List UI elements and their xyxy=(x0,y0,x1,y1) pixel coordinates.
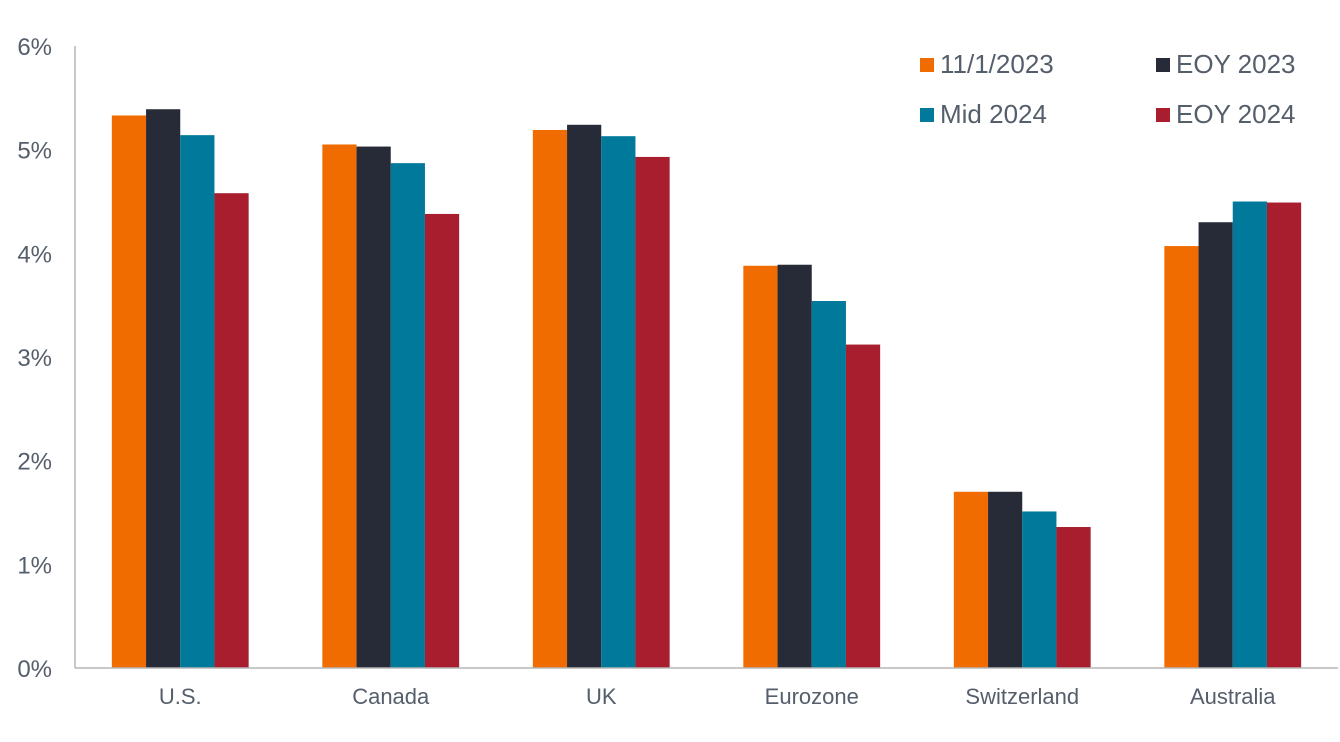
x-tick-label: Canada xyxy=(352,684,430,709)
bar-group xyxy=(953,491,1091,668)
legend-swatch xyxy=(920,58,934,72)
bar-group xyxy=(743,264,881,668)
y-tick-label: 3% xyxy=(17,345,52,372)
bar xyxy=(953,491,989,668)
bar xyxy=(1022,511,1057,668)
x-tick-label: UK xyxy=(586,684,617,709)
y-tick-labels: 0% 1% 2% 3% 4% 5% 6% xyxy=(17,34,52,683)
legend-swatch xyxy=(1156,108,1170,122)
bar xyxy=(390,163,425,669)
bar xyxy=(601,136,636,668)
bar xyxy=(811,301,846,668)
bar xyxy=(1056,527,1091,668)
bar xyxy=(146,109,181,668)
bar xyxy=(111,115,147,668)
bar xyxy=(356,146,391,669)
bar-groups xyxy=(111,109,1302,669)
bar xyxy=(1164,246,1199,668)
legend-item: EOY 2023 xyxy=(1156,49,1296,79)
legend-swatch xyxy=(1156,58,1170,72)
y-tick-label: 1% xyxy=(17,552,52,579)
x-tick-label: U.S. xyxy=(159,684,202,709)
y-tick-label: 6% xyxy=(17,34,52,61)
bar xyxy=(322,144,357,668)
legend-label: EOY 2024 xyxy=(1176,99,1296,129)
bar xyxy=(988,491,1023,668)
legend-item: EOY 2024 xyxy=(1156,99,1296,129)
legend-label: Mid 2024 xyxy=(940,99,1047,129)
y-tick-label: 5% xyxy=(17,138,52,165)
x-tick-labels: U.S. Canada UK Eurozone Switzerland Australia xyxy=(159,684,1276,709)
bar xyxy=(777,264,812,668)
y-tick-label: 0% xyxy=(17,656,52,683)
x-tick-label: Australia xyxy=(1190,684,1276,709)
bar xyxy=(1198,222,1233,668)
bar-group xyxy=(1164,201,1302,668)
legend-label: EOY 2023 xyxy=(1176,49,1296,79)
bar xyxy=(743,265,778,668)
bar-group xyxy=(111,109,249,669)
x-tick-label: Switzerland xyxy=(965,684,1079,709)
bar xyxy=(1232,201,1267,668)
legend-swatch xyxy=(920,108,934,122)
legend-item: Mid 2024 xyxy=(920,99,1047,129)
bar-group xyxy=(532,124,670,669)
legend-label: 11/1/2023 xyxy=(940,49,1054,79)
bar xyxy=(1266,202,1302,668)
bar xyxy=(567,124,602,668)
bar-group xyxy=(322,144,460,669)
bar xyxy=(180,135,215,669)
bar xyxy=(845,344,881,668)
legend-item: 11/1/2023 xyxy=(920,49,1054,79)
y-tick-label: 2% xyxy=(17,449,52,476)
bar xyxy=(424,213,460,668)
bar xyxy=(532,129,568,669)
bar xyxy=(635,156,670,668)
legend: 11/1/2023 EOY 2023 Mid 2024 EOY 2024 xyxy=(920,49,1296,129)
x-tick-label: Eurozone xyxy=(765,684,859,709)
bar xyxy=(214,193,249,668)
y-tick-label: 4% xyxy=(17,241,52,268)
